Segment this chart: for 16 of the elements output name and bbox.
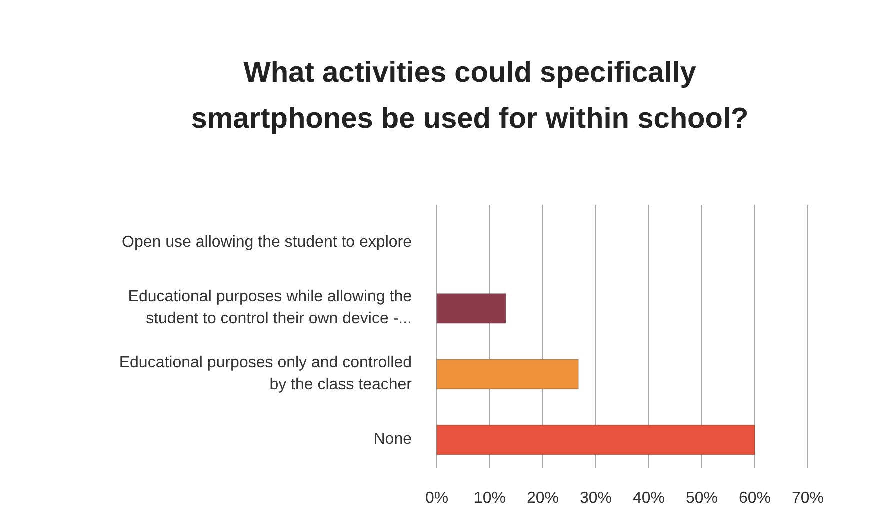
bar	[436, 293, 506, 324]
y-tick-label: None	[374, 431, 412, 448]
x-tick-label: 70%	[792, 490, 824, 507]
y-tick-label: Open use allowing the student to explore	[122, 234, 412, 252]
bar	[436, 359, 580, 390]
x-tick-label: 60%	[738, 490, 772, 507]
y-tick-label: Educational purposes only and controlled by the class teacher	[119, 354, 413, 394]
x-tick-label: 50%	[686, 490, 718, 507]
y-tick-label: Educational purposes while allowing the student to control their own device -...	[128, 288, 412, 328]
chart-title: What activities could specifically smartphones be used for within school?	[191, 57, 749, 135]
x-tick-label: 30%	[580, 490, 612, 507]
x-tick-label: 40%	[632, 490, 666, 507]
x-tick-label: 20%	[526, 490, 560, 507]
bar	[436, 424, 756, 456]
x-tick-label: 0%	[425, 490, 449, 507]
x-tick-label: 10%	[474, 490, 506, 507]
